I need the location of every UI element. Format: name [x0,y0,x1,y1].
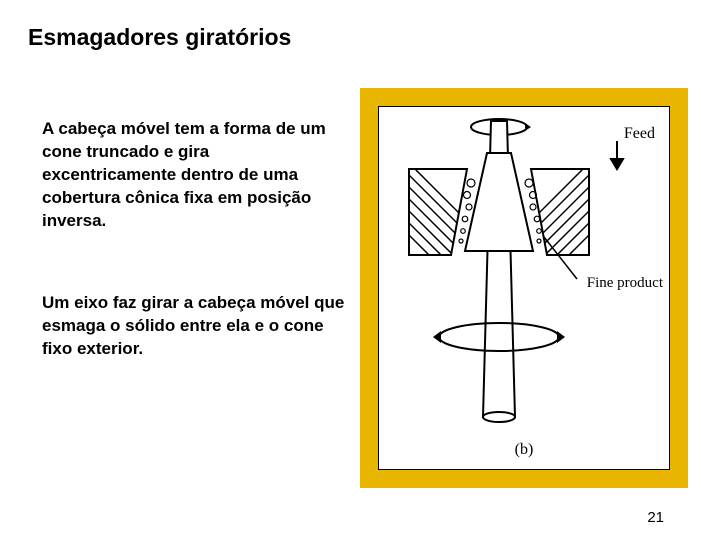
figure-caption: (b) [515,441,534,459]
figure-frame: Feed Fine product (b) [360,88,688,488]
label-feed: Feed [624,125,655,143]
paragraph-1: A cabeça móvel tem a forma de um cone tr… [42,118,340,233]
label-fine-product: Fine product [587,275,663,292]
slide-title: Esmagadores giratórios [28,24,291,51]
figure-inner: Feed Fine product (b) [378,106,670,470]
paragraph-2: Um eixo faz girar a cabeça móvel que esm… [42,292,352,361]
page-number: 21 [647,509,664,526]
